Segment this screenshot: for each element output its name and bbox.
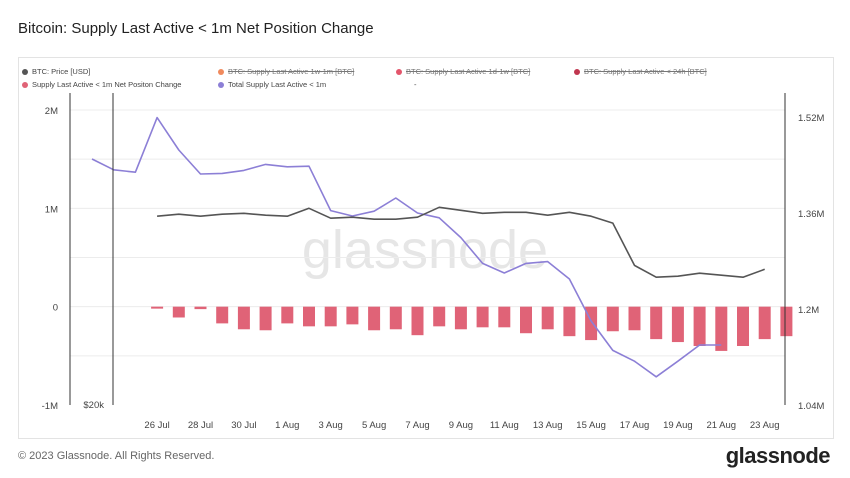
bar (151, 306, 164, 309)
bar (194, 306, 207, 310)
price-line (157, 206, 765, 278)
legend-dot (22, 81, 28, 88)
x-tick-label: 30 Jul (231, 420, 256, 431)
price-axis-label: $20k (83, 400, 104, 411)
bar (346, 306, 359, 325)
bar (715, 306, 728, 351)
bar (216, 306, 229, 324)
bar (368, 306, 381, 331)
left-tick-label: -1M (42, 401, 58, 412)
x-tick-label: 1 Aug (275, 420, 299, 431)
bar (520, 306, 532, 334)
legend-label: BTC: Price [USD] (32, 67, 91, 76)
legend-dot (404, 81, 410, 88)
bar (541, 306, 554, 330)
legend-item-3[interactable]: BTC: Supply Last Active 1d-1w [BTC] (396, 67, 530, 76)
copyright-footer: © 2023 Glassnode. All Rights Reserved. (18, 450, 215, 462)
bar (693, 306, 706, 346)
chart-legend: BTC: Price [USD] BTC: Supply Last Active … (22, 63, 822, 89)
chart-title: Bitcoin: Supply Last Active < 1m Net Pos… (18, 20, 374, 37)
legend-label: - (414, 80, 417, 89)
legend-item-4[interactable]: BTC: Supply Last Active < 24h [BTC] (574, 67, 707, 76)
legend-item-1[interactable]: BTC: Price [USD] (22, 67, 90, 76)
bar (758, 306, 771, 340)
bar (411, 306, 424, 336)
legend-label: BTC: Supply Last Active < 24h [BTC] (584, 67, 707, 76)
legend-label: Supply Last Active < 1m Net Positon Chan… (32, 80, 182, 89)
x-tick-label: 17 Aug (620, 420, 650, 431)
legend-label: Total Supply Last Active < 1m (228, 80, 327, 89)
left-tick-label: 2M (45, 106, 58, 117)
bar (454, 306, 467, 330)
left-tick-label: 0 (53, 303, 58, 314)
x-tick-label: 21 Aug (707, 420, 737, 431)
x-tick-label: 5 Aug (362, 420, 386, 431)
right-tick-label: 1.36M (798, 209, 824, 220)
bar (780, 306, 793, 337)
left-tick-label: 1M (45, 204, 58, 215)
x-tick-label: 13 Aug (533, 420, 563, 431)
bar (671, 306, 684, 343)
x-tick-label: 23 Aug (750, 420, 780, 431)
bar (476, 306, 489, 328)
legend-item-5[interactable]: Supply Last Active < 1m Net Positon Chan… (22, 80, 181, 89)
bar (172, 306, 185, 318)
x-tick-label: 7 Aug (405, 420, 429, 431)
x-tick-label: 26 Jul (144, 420, 169, 431)
legend-dot (218, 81, 224, 88)
bar (237, 306, 250, 330)
bar (737, 306, 749, 346)
x-tick-label: 28 Jul (188, 420, 213, 431)
watermark: glassnode (302, 220, 548, 280)
bar (324, 306, 337, 327)
legend-dot (22, 68, 28, 75)
bar (259, 306, 272, 331)
x-tick-label: 19 Aug (663, 420, 693, 431)
legend-item-2[interactable]: BTC: Supply Last Active 1w-1m [BTC] (218, 67, 354, 76)
bar (433, 306, 446, 327)
bar (498, 306, 511, 328)
x-tick-label: 9 Aug (449, 420, 473, 431)
chart-panel (18, 57, 834, 439)
legend-dot (396, 68, 402, 75)
bar (389, 306, 402, 330)
legend-dot (218, 68, 224, 75)
right-tick-label: 1.2M (798, 305, 819, 316)
bar (563, 306, 576, 337)
legend-label: BTC: Supply Last Active 1d-1w [BTC] (406, 67, 531, 76)
bar (281, 306, 294, 324)
total-supply-line (91, 116, 722, 378)
legend-label: BTC: Supply Last Active 1w-1m [BTC] (228, 67, 355, 76)
legend-dot (574, 68, 580, 75)
legend-item-6[interactable]: Total Supply Last Active < 1m (218, 80, 326, 89)
bar (606, 306, 619, 332)
glassnode-logo: glassnode (725, 443, 831, 468)
legend-item-7[interactable]: - (404, 80, 417, 89)
right-tick-label: 1.52M (798, 113, 824, 124)
x-tick-label: 15 Aug (576, 420, 606, 431)
right-tick-label: 1.04M (798, 401, 824, 412)
bar (650, 306, 663, 340)
bar (628, 306, 641, 331)
x-tick-label: 11 Aug (490, 420, 519, 431)
bar (303, 306, 315, 327)
x-tick-label: 3 Aug (319, 420, 343, 431)
